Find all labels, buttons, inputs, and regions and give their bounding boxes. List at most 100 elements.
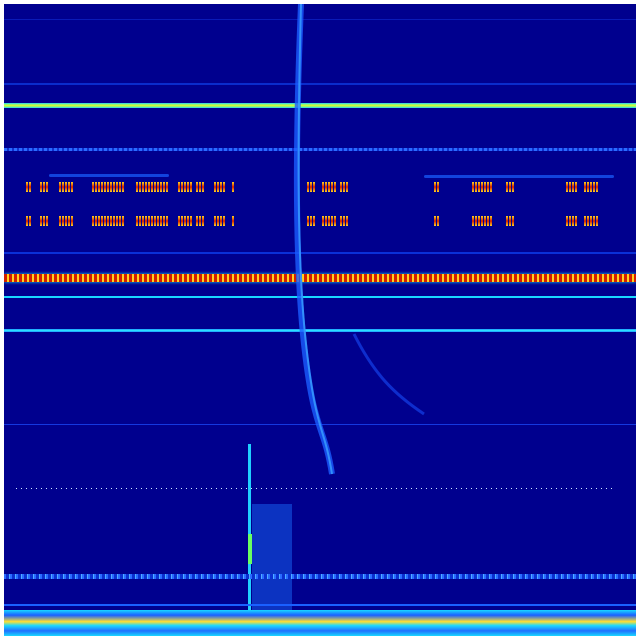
burst-mark (190, 216, 192, 226)
burst-mark (145, 182, 147, 192)
burst-mark (343, 216, 345, 226)
burst-mark (95, 182, 97, 192)
burst-mark (232, 182, 234, 192)
burst-mark (184, 182, 186, 192)
burst-mark (104, 216, 106, 226)
burst-mark (68, 216, 70, 226)
burst-mark (145, 216, 147, 226)
faint-band (4, 252, 636, 254)
burst-mark (575, 216, 577, 226)
burst-mark (475, 216, 477, 226)
noise-band (4, 604, 636, 606)
burst-mark (328, 182, 330, 192)
burst-mark (107, 182, 109, 192)
burst-mark (136, 216, 138, 226)
burst-mark (92, 182, 94, 192)
cyan-tone-line (4, 329, 636, 332)
burst-mark (590, 182, 592, 192)
burst-mark (596, 216, 598, 226)
burst-mark (163, 182, 165, 192)
burst-mark (478, 182, 480, 192)
burst-mark (593, 182, 595, 192)
burst-mark (325, 182, 327, 192)
burst-mark (139, 182, 141, 192)
burst-mark (139, 216, 141, 226)
burst-mark (475, 182, 477, 192)
diagonal-sweep-core (297, 4, 333, 475)
burst-mark (40, 182, 42, 192)
burst-mark (307, 182, 309, 192)
burst-mark (26, 182, 28, 192)
burst-mark (472, 182, 474, 192)
burst-mark (181, 216, 183, 226)
burst-mark (512, 182, 514, 192)
burst-mark (46, 216, 48, 226)
burst-mark (62, 182, 64, 192)
burst-mark (587, 216, 589, 226)
dotted-tone-line (4, 148, 636, 151)
burst-mark (151, 182, 153, 192)
vertical-onset (248, 444, 251, 614)
burst-mark (569, 216, 571, 226)
burst-mark (116, 182, 118, 192)
burst-mark (322, 216, 324, 226)
burst-mark (65, 216, 67, 226)
dotted-white-line (16, 488, 616, 489)
burst-mark (214, 182, 216, 192)
burst-mark (43, 182, 45, 192)
burst-mark (196, 216, 198, 226)
burst-mark (154, 216, 156, 226)
burst-mark (166, 216, 168, 226)
burst-mark (214, 216, 216, 226)
burst-mark (584, 182, 586, 192)
burst-mark (29, 182, 31, 192)
burst-mark (593, 216, 595, 226)
faint-streak (424, 175, 614, 178)
burst-mark (509, 182, 511, 192)
burst-mark (136, 182, 138, 192)
burst-mark (116, 216, 118, 226)
burst-mark (223, 182, 225, 192)
burst-mark (481, 216, 483, 226)
burst-mark (199, 216, 201, 226)
burst-mark (569, 182, 571, 192)
burst-mark (119, 216, 121, 226)
burst-mark (154, 182, 156, 192)
burst-mark (122, 216, 124, 226)
burst-mark (92, 216, 94, 226)
spectrogram-image (4, 4, 636, 636)
burst-mark (163, 216, 165, 226)
burst-mark (334, 182, 336, 192)
burst-mark (142, 182, 144, 192)
burst-mark (490, 216, 492, 226)
burst-mark (113, 182, 115, 192)
burst-mark (484, 182, 486, 192)
burst-mark (110, 182, 112, 192)
burst-mark (223, 216, 225, 226)
burst-mark (29, 216, 31, 226)
burst-mark (487, 182, 489, 192)
noise-band (4, 574, 636, 579)
burst-mark (43, 216, 45, 226)
burst-mark (157, 216, 159, 226)
onset-peak (248, 534, 252, 564)
burst-mark (346, 216, 348, 226)
burst-mark (331, 182, 333, 192)
burst-mark (472, 216, 474, 226)
burst-mark (437, 182, 439, 192)
onset-energy (252, 504, 292, 614)
burst-mark (104, 182, 106, 192)
burst-mark (166, 182, 168, 192)
burst-mark (107, 216, 109, 226)
burst-mark (157, 182, 159, 192)
burst-mark (566, 182, 568, 192)
burst-mark (46, 182, 48, 192)
burst-mark (572, 216, 574, 226)
burst-mark (101, 182, 103, 192)
burst-mark (232, 216, 234, 226)
burst-mark (506, 216, 508, 226)
burst-mark (59, 182, 61, 192)
burst-mark (328, 216, 330, 226)
burst-mark (119, 182, 121, 192)
